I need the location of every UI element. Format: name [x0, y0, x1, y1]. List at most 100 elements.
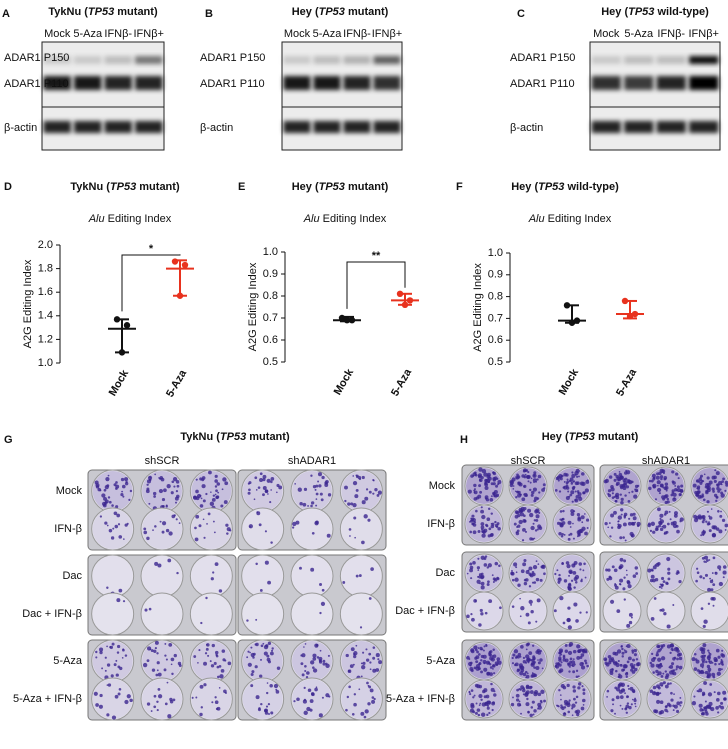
colony: [210, 577, 214, 581]
colony: [572, 685, 576, 689]
colony: [270, 477, 275, 481]
colony: [325, 662, 328, 665]
colony: [366, 681, 369, 685]
colony: [634, 488, 639, 493]
colony: [377, 658, 380, 661]
colony: [210, 664, 215, 668]
band: [689, 56, 719, 64]
blot-title-part: TP53: [88, 6, 114, 18]
colony: [567, 650, 573, 656]
colony: [363, 715, 367, 719]
band: [74, 76, 102, 90]
colony: [223, 500, 228, 504]
colony: [321, 588, 325, 592]
colony: [655, 475, 660, 480]
colony: [665, 489, 668, 492]
colony: [660, 644, 664, 648]
colony: [671, 669, 675, 673]
colony: [570, 660, 576, 665]
colony: [492, 654, 497, 658]
colony: [608, 522, 611, 524]
colony: [260, 702, 263, 706]
colony: [571, 714, 574, 717]
colony: [208, 470, 212, 475]
colony: [215, 495, 220, 499]
colony: [209, 660, 212, 663]
colony: [469, 530, 472, 534]
colony: [533, 709, 537, 713]
chart-subtitle-part: Editing Index: [105, 213, 172, 225]
band: [656, 76, 686, 90]
colony: [531, 673, 536, 678]
colony: [154, 646, 157, 650]
colony: [577, 535, 579, 538]
colony: [575, 695, 579, 699]
colony: [270, 541, 273, 544]
colony: [653, 656, 657, 660]
colony: [720, 493, 725, 498]
row-label: Dac + IFN-β: [22, 608, 82, 620]
colony: [356, 474, 359, 478]
colony: [702, 498, 706, 502]
colony: [361, 665, 366, 670]
plate-title-part: TykNu (: [180, 431, 220, 443]
colony: [519, 597, 521, 600]
data-point: [626, 313, 634, 320]
plate-title-part: TP53: [569, 431, 595, 443]
lane-label: IFNβ+: [689, 28, 719, 40]
colony: [178, 522, 181, 524]
colony: [679, 520, 682, 523]
colony: [530, 477, 533, 480]
colony: [317, 472, 323, 477]
colony: [662, 497, 666, 501]
colony: [632, 658, 636, 662]
colony: [700, 712, 705, 716]
colony: [485, 694, 490, 699]
colony: [707, 692, 713, 697]
colony: [471, 514, 475, 518]
significance-bracket: [346, 261, 406, 309]
colony: [708, 652, 712, 656]
colony: [515, 693, 520, 698]
colony: [322, 659, 326, 663]
colony: [712, 596, 716, 601]
colony: [314, 488, 317, 491]
colony: [511, 569, 513, 572]
colony: [625, 675, 628, 678]
colony: [668, 510, 671, 513]
blot-title: TykNu (TP53 mutant): [48, 6, 158, 18]
colony: [613, 472, 617, 476]
y-tick-label: 0.5: [488, 356, 503, 368]
well-stain: [92, 679, 133, 719]
colony: [480, 525, 485, 530]
colony: [251, 670, 255, 674]
colony: [275, 688, 278, 691]
colony: [514, 490, 517, 493]
colony: [371, 696, 375, 699]
colony: [650, 521, 656, 526]
colony: [112, 527, 115, 530]
colony: [531, 644, 535, 647]
colony: [325, 693, 330, 698]
colony: [569, 493, 573, 497]
colony: [713, 656, 718, 661]
colony: [350, 647, 355, 652]
colony: [696, 490, 700, 495]
colony: [121, 656, 124, 659]
colony: [307, 505, 309, 507]
colony: [303, 487, 308, 491]
colony: [353, 653, 356, 656]
colony: [372, 646, 376, 649]
colony: [346, 695, 350, 699]
colony: [345, 653, 349, 658]
colony: [702, 533, 705, 537]
colony: [95, 656, 98, 659]
colony: [613, 478, 617, 482]
colony: [153, 649, 157, 653]
y-tick-label: 0.7: [263, 312, 278, 324]
colony: [566, 683, 570, 688]
colony: [705, 520, 708, 523]
colony: [470, 669, 474, 673]
colony: [108, 500, 112, 504]
colony: [665, 581, 669, 585]
